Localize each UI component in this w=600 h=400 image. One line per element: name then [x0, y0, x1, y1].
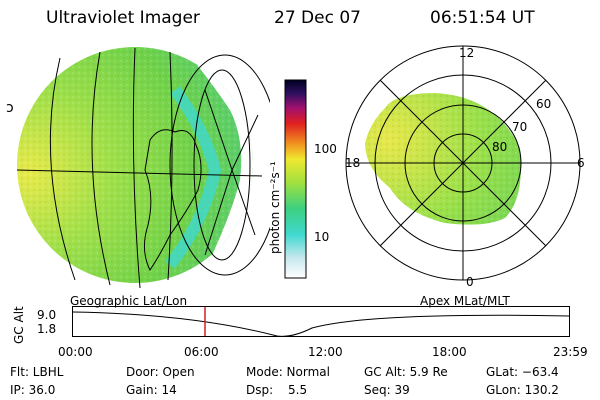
status-dsp-label: Dsp: — [246, 383, 274, 397]
mlat-60: 60 — [536, 97, 552, 111]
terminator-mark: ɔ — [6, 100, 14, 116]
status-glon: GLon: 130.2 — [486, 383, 559, 397]
status-mode: Mode: Normal — [246, 365, 330, 379]
colorbar-unit: photon cm⁻²s⁻¹ — [268, 161, 282, 254]
ytick-9: 9.0 — [37, 308, 57, 322]
mlat-70: 70 — [512, 120, 528, 134]
time-label: 06:51:54 UT — [430, 8, 535, 28]
coastline — [144, 129, 202, 271]
status-ip: IP: 36.0 — [10, 383, 56, 397]
apex-caption: Apex MLat/MLT — [420, 294, 510, 308]
xtick-0000: 00:00 — [58, 345, 93, 359]
xtick-1200: 12:00 — [308, 345, 343, 359]
mlt-18: 18 — [345, 156, 361, 170]
altitude-plot — [72, 306, 570, 337]
status-glat: GLat: −63.4 — [486, 365, 559, 379]
xtick-1800: 18:00 — [432, 345, 467, 359]
colorbar — [284, 79, 307, 279]
status-filter: Flt: LBHL — [10, 365, 64, 379]
mlt-12: 12 — [459, 46, 475, 60]
ytick-1-8: 1.8 — [37, 322, 57, 336]
status-gain: Gain: 14 — [126, 383, 177, 397]
mlt-0: 0 — [466, 275, 474, 289]
polar-grid — [345, 45, 581, 281]
colorbar-tick-10: 10 — [314, 230, 330, 244]
geo-caption: Geographic Lat/Lon — [70, 294, 188, 308]
geographic-image: ɔ — [6, 47, 270, 289]
mlt-6: 6 — [577, 156, 585, 170]
xtick-0600: 06:00 — [184, 345, 219, 359]
date-label: 27 Dec 07 — [274, 8, 361, 28]
status-gc-alt: GC Alt: 5.9 Re — [364, 365, 448, 379]
polar-plot — [345, 45, 581, 281]
xtick-2359: 23:59 — [553, 345, 588, 359]
instrument-title: Ultraviolet Imager — [46, 8, 200, 28]
geo-grid — [16, 47, 270, 289]
timeline-axis-label: GC Alt — [12, 306, 26, 344]
status-dsp-value: 5.5 — [288, 383, 308, 397]
status-seq: Seq: 39 — [364, 383, 410, 397]
auroral-disk — [17, 47, 253, 283]
status-door: Door: Open — [126, 365, 195, 379]
altitude-curve — [72, 311, 570, 337]
colorbar-tick-100: 100 — [314, 142, 337, 156]
mlat-80: 80 — [492, 140, 508, 154]
